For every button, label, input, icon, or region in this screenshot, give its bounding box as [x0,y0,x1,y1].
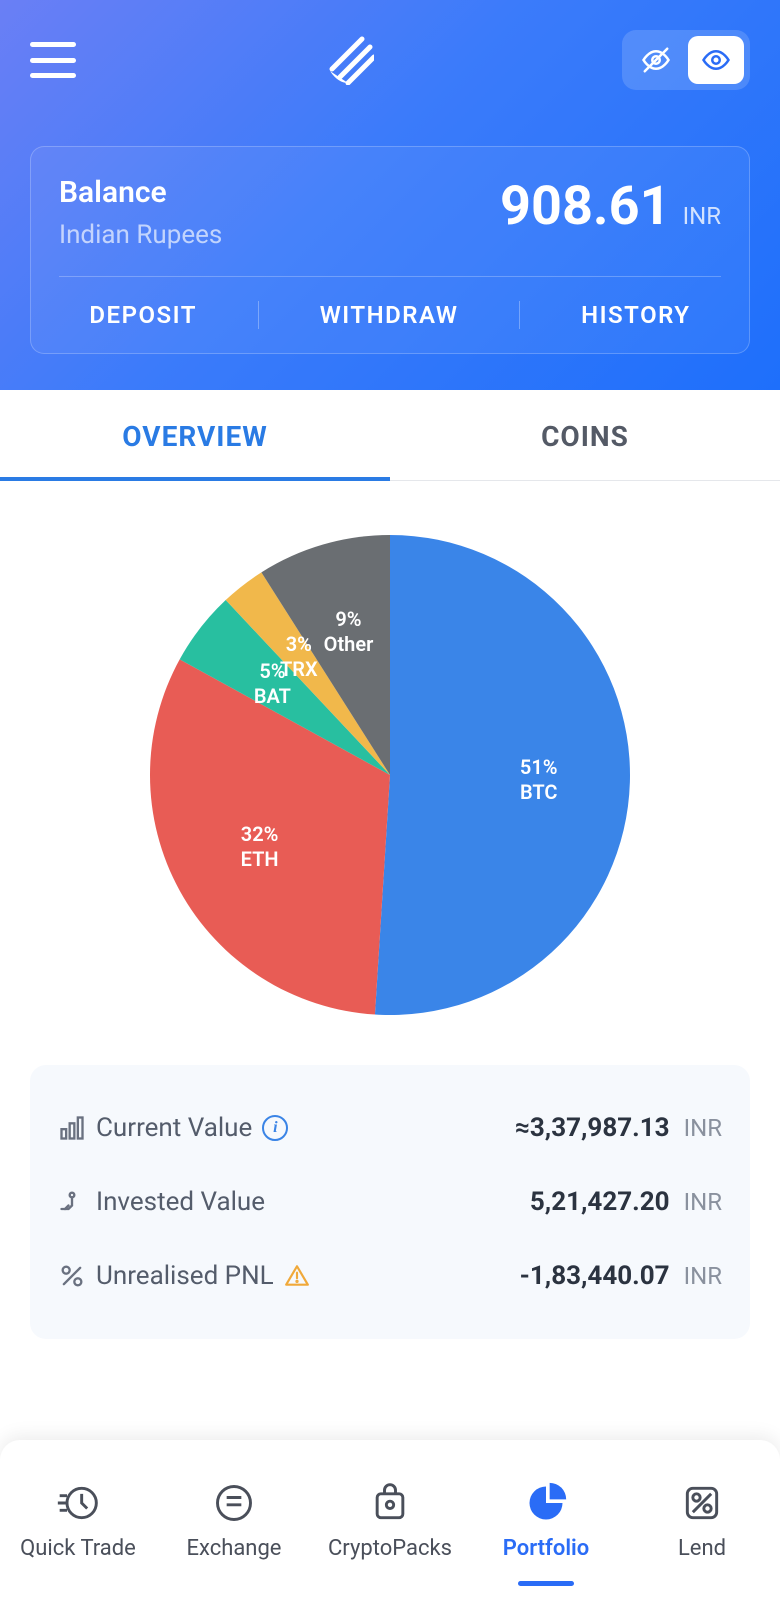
deposit-button[interactable]: DEPOSIT [89,301,197,329]
header: Balance Indian Rupees 908.61 INR DEPOSIT… [0,0,780,390]
pie-label-other: 9%Other [324,607,374,657]
nav-cryptopacks[interactable]: CryptoPacks [312,1440,468,1600]
pie-label-btc: 51%BTC [520,755,558,805]
stat-current-label: Current Value [96,1113,252,1143]
stat-pnl-currency: INR [684,1262,722,1290]
nav-quick-trade[interactable]: Quick Trade [0,1440,156,1600]
tab-coins[interactable]: COINS [390,390,780,481]
nav-lend-label: Lend [678,1536,726,1561]
stat-invested-amount: 5,21,427.20 [530,1187,670,1217]
tab-overview[interactable]: OVERVIEW [0,390,390,481]
stat-invested-value: Invested Value 5,21,427.20 INR [58,1165,722,1239]
percent-icon [58,1262,96,1290]
show-balance-button[interactable] [688,36,744,84]
portfolio-pie-chart: 51%BTC32%ETH5%BAT3%TRX9%Other [0,481,780,1065]
menu-button[interactable] [30,42,76,78]
portfolio-icon [523,1480,569,1526]
balance-currency: INR [683,202,721,230]
app-logo-icon [324,35,374,85]
stat-invested-label: Invested Value [96,1187,265,1217]
nav-lend[interactable]: Lend [624,1440,780,1600]
balance-subtitle: Indian Rupees [59,220,222,250]
balance-title: Balance [59,175,222,210]
visibility-toggle [622,30,750,90]
lend-icon [679,1480,725,1526]
nav-quick-trade-label: Quick Trade [20,1536,136,1561]
nav-exchange[interactable]: Exchange [156,1440,312,1600]
pie-label-eth: 32%ETH [241,822,279,872]
hide-balance-button[interactable] [628,36,684,84]
stat-current-currency: INR [684,1114,722,1142]
stat-pnl-amount: -1,83,440.07 [520,1261,670,1291]
tabs: OVERVIEW COINS [0,390,780,481]
withdraw-button[interactable]: WITHDRAW [320,301,459,329]
history-button[interactable]: HISTORY [581,301,690,329]
bottom-nav: Quick Trade Exchange CryptoPacks Portfol… [0,1440,780,1600]
nav-exchange-label: Exchange [187,1536,282,1561]
stats-card: Current Value i ≈3,37,987.13 INR Investe… [30,1065,750,1339]
pie-label-trx: 3%TRX [280,632,318,682]
info-icon[interactable]: i [262,1115,288,1141]
exchange-icon [211,1480,257,1526]
invested-icon [58,1188,96,1216]
stat-unrealised-pnl: Unrealised PNL -1,83,440.07 INR [58,1239,722,1313]
stat-current-value: Current Value i ≈3,37,987.13 INR [58,1091,722,1165]
bar-chart-icon [58,1114,96,1142]
topbar [30,30,750,90]
pie-slice-btc[interactable] [375,535,630,1015]
stat-pnl-label: Unrealised PNL [96,1261,274,1291]
stat-current-amount: ≈3,37,987.13 [515,1113,670,1143]
stat-invested-currency: INR [684,1188,722,1216]
warning-icon [284,1263,310,1289]
cryptopacks-icon [367,1480,413,1526]
balance-amount: 908.61 [500,175,671,238]
quick-trade-icon [55,1480,101,1526]
nav-portfolio[interactable]: Portfolio [468,1440,624,1600]
nav-cryptopacks-label: CryptoPacks [328,1536,452,1561]
balance-card: Balance Indian Rupees 908.61 INR DEPOSIT… [30,146,750,354]
nav-portfolio-label: Portfolio [503,1536,589,1561]
